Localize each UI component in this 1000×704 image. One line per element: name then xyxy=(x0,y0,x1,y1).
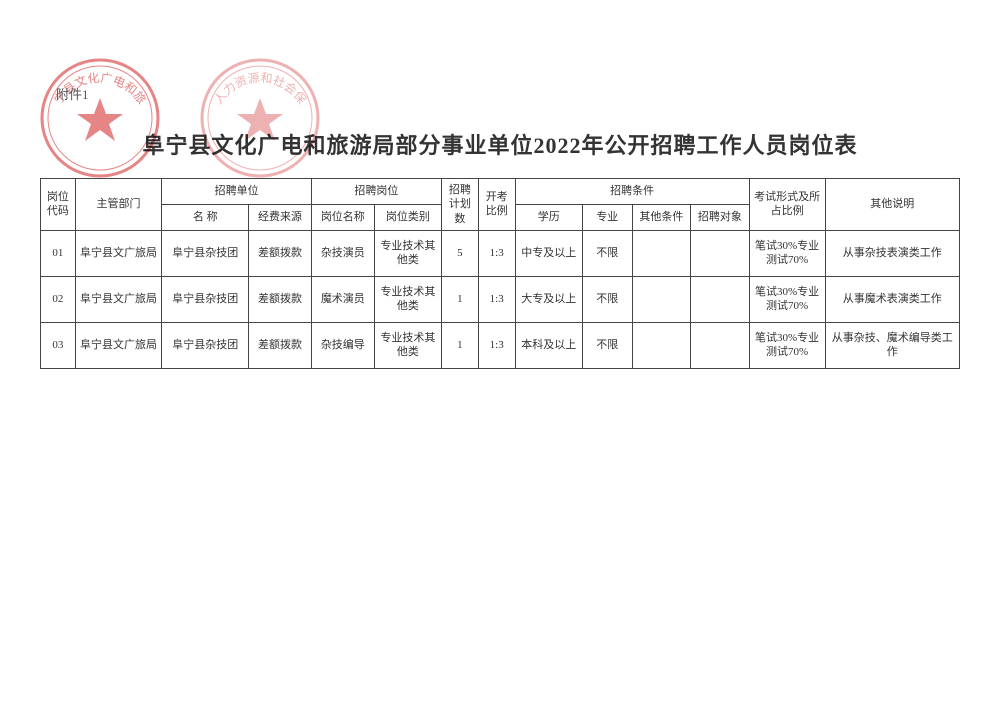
attachment-label: 附件1 xyxy=(56,84,89,103)
cell-remark: 从事杂技表演类工作 xyxy=(825,230,959,276)
cell-target xyxy=(691,322,750,368)
col-unit-name: 名 称 xyxy=(162,204,249,230)
cell-edu: 中专及以上 xyxy=(515,230,582,276)
cell-ratio: 1:3 xyxy=(478,276,515,322)
page-title: 阜宁县文化广电和旅游局部分事业单位2022年公开招聘工作人员岗位表 xyxy=(40,128,960,160)
cell-examform: 笔试30%专业测试70% xyxy=(749,230,825,276)
cell-major: 不限 xyxy=(582,322,632,368)
table-row: 01 阜宁县文广旅局 阜宁县杂技团 差额拨款 杂技演员 专业技术其他类 5 1:… xyxy=(41,230,960,276)
col-dept: 主管部门 xyxy=(75,179,162,231)
col-ratio: 开考比例 xyxy=(478,179,515,231)
cell-plan: 1 xyxy=(441,322,478,368)
cell-dept: 阜宁县文广旅局 xyxy=(75,322,162,368)
cell-code: 02 xyxy=(41,276,76,322)
cell-post-type: 专业技术其他类 xyxy=(374,230,441,276)
table-body: 01 阜宁县文广旅局 阜宁县杂技团 差额拨款 杂技演员 专业技术其他类 5 1:… xyxy=(41,230,960,368)
col-code: 岗位代码 xyxy=(41,179,76,231)
cell-code: 01 xyxy=(41,230,76,276)
stamp-left: 宁县文化广电和旅 xyxy=(38,56,162,180)
job-table: 岗位代码 主管部门 招聘单位 招聘岗位 招聘计划数 开考比例 招聘条件 考试形式… xyxy=(40,178,960,369)
cell-other xyxy=(632,230,691,276)
cell-other xyxy=(632,276,691,322)
cell-code: 03 xyxy=(41,322,76,368)
cell-dept: 阜宁县文广旅局 xyxy=(75,276,162,322)
cell-ratio: 1:3 xyxy=(478,322,515,368)
cell-plan: 5 xyxy=(441,230,478,276)
col-post-group: 招聘岗位 xyxy=(311,179,441,205)
cell-post-name: 杂技编导 xyxy=(311,322,374,368)
col-edu: 学历 xyxy=(515,204,582,230)
cell-major: 不限 xyxy=(582,276,632,322)
cell-unit: 阜宁县杂技团 xyxy=(162,322,249,368)
cell-fund: 差额拨款 xyxy=(249,276,312,322)
col-target: 招聘对象 xyxy=(691,204,750,230)
stamp-right: 人力资源和社会保 xyxy=(198,56,322,180)
col-unit-group: 招聘单位 xyxy=(162,179,312,205)
col-post-type: 岗位类别 xyxy=(374,204,441,230)
cell-fund: 差额拨款 xyxy=(249,322,312,368)
cell-dept: 阜宁县文广旅局 xyxy=(75,230,162,276)
table-header: 岗位代码 主管部门 招聘单位 招聘岗位 招聘计划数 开考比例 招聘条件 考试形式… xyxy=(41,179,960,231)
col-fund: 经费来源 xyxy=(249,204,312,230)
cell-unit: 阜宁县杂技团 xyxy=(162,276,249,322)
cell-edu: 本科及以上 xyxy=(515,322,582,368)
page: 宁县文化广电和旅 人力资源和社会保 附件1 阜宁县文化广电和旅游局部分事业单位2… xyxy=(0,0,1000,704)
col-cond-group: 招聘条件 xyxy=(515,179,749,205)
cell-post-type: 专业技术其他类 xyxy=(374,276,441,322)
col-examform: 考试形式及所占比例 xyxy=(749,179,825,231)
col-remark: 其他说明 xyxy=(825,179,959,231)
cell-fund: 差额拨款 xyxy=(249,230,312,276)
cell-post-name: 魔术演员 xyxy=(311,276,374,322)
cell-ratio: 1:3 xyxy=(478,230,515,276)
cell-other xyxy=(632,322,691,368)
cell-remark: 从事魔术表演类工作 xyxy=(825,276,959,322)
table-row: 02 阜宁县文广旅局 阜宁县杂技团 差额拨款 魔术演员 专业技术其他类 1 1:… xyxy=(41,276,960,322)
cell-major: 不限 xyxy=(582,230,632,276)
cell-target xyxy=(691,230,750,276)
cell-edu: 大专及以上 xyxy=(515,276,582,322)
cell-unit: 阜宁县杂技团 xyxy=(162,230,249,276)
table-row: 03 阜宁县文广旅局 阜宁县杂技团 差额拨款 杂技编导 专业技术其他类 1 1:… xyxy=(41,322,960,368)
cell-plan: 1 xyxy=(441,276,478,322)
cell-examform: 笔试30%专业测试70% xyxy=(749,322,825,368)
col-plan: 招聘计划数 xyxy=(441,179,478,231)
cell-remark: 从事杂技、魔术编导类工作 xyxy=(825,322,959,368)
cell-examform: 笔试30%专业测试70% xyxy=(749,276,825,322)
cell-target xyxy=(691,276,750,322)
col-other-cond: 其他条件 xyxy=(632,204,691,230)
cell-post-type: 专业技术其他类 xyxy=(374,322,441,368)
col-major: 专业 xyxy=(582,204,632,230)
cell-post-name: 杂技演员 xyxy=(311,230,374,276)
col-post-name: 岗位名称 xyxy=(311,204,374,230)
